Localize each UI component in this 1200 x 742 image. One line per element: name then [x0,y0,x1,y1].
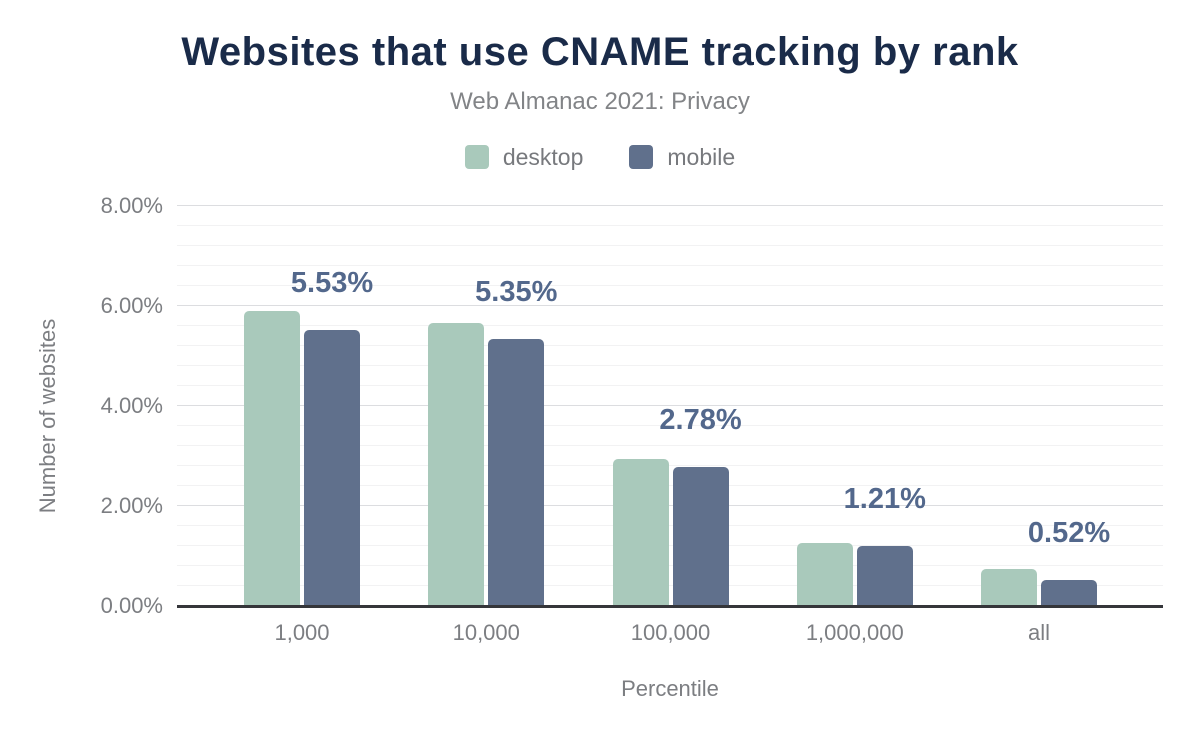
x-tick-1000: 1,000 [274,620,330,645]
bar-desktop-10000 [428,323,485,606]
y-tick-4: 4.00% [100,393,163,418]
bar-desktop-1000000 [796,542,853,606]
gridline-minor [177,445,1163,446]
gridline-minor [177,365,1163,366]
gridline-minor [177,545,1163,546]
bar-desktop-all [981,568,1037,606]
data-label-1000: 5.53% [290,266,374,299]
chart-title: Websites that use CNAME tracking by rank [181,30,1019,74]
bar-mobile-1000 [304,329,360,606]
bar-mobile-10000 [488,338,545,606]
gridline-minor [177,265,1163,266]
y-tick-2: 2.00% [100,493,163,518]
gridline-minor [177,385,1163,386]
chart-subtitle: Web Almanac 2021: Privacy [450,88,750,115]
data-label-100000: 2.78% [659,404,742,436]
x-axis-line [177,605,1163,608]
gridline-minor [177,225,1163,226]
legend-label-desktop: desktop [502,143,584,170]
gridline-major [177,505,1163,506]
gridline-minor [177,325,1163,326]
plot-area: 5.53% 5.35% 2.78% 1.21% 0.52% [177,205,1163,608]
x-tick-all: all [1027,620,1050,645]
bar-desktop-100000 [612,458,669,606]
y-tick-6: 6.00% [100,293,163,318]
data-label-10000: 5.35% [475,275,558,308]
legend-swatch-mobile [629,145,654,169]
data-label-all: 0.52% [1027,517,1111,549]
x-tick-1000000: 1,000,000 [805,620,904,645]
gridline-major [177,205,1163,206]
legend: desktop mobile [0,143,1200,171]
gridline-minor [177,485,1163,486]
y-tick-0: 0.00% [100,593,163,618]
gridline-minor [177,585,1163,586]
legend-label-mobile: mobile [667,143,736,170]
gridline-minor [177,565,1163,566]
gridline-minor [177,465,1163,466]
bar-desktop-1000 [244,310,300,606]
gridline-minor [177,345,1163,346]
gridline-minor [177,245,1163,246]
bar-mobile-1000000 [856,545,913,606]
gridline-major [177,405,1163,406]
x-tick-100000: 100,000 [630,620,711,645]
x-axis-title: Percentile [621,676,719,701]
legend-swatch-desktop [464,145,489,169]
gridline-major [177,305,1163,306]
x-tick-10000: 10,000 [452,620,520,645]
gridline-minor [177,285,1163,286]
gridline-minor [177,525,1163,526]
gridline-minor [177,425,1163,426]
data-label-1000000: 1.21% [843,482,926,515]
y-tick-8: 8.00% [100,193,163,218]
bar-mobile-all [1041,580,1097,606]
bar-mobile-100000 [672,467,729,606]
